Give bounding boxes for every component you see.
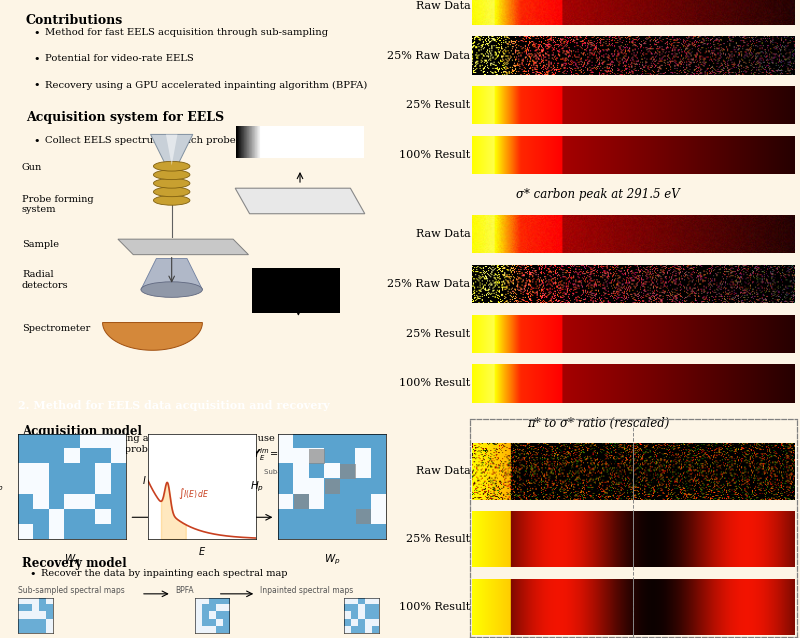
Text: $W_p$: $W_p$: [324, 553, 341, 567]
Polygon shape: [118, 239, 249, 255]
Text: •: •: [34, 80, 40, 91]
Polygon shape: [150, 135, 193, 177]
Text: Probe forming
system: Probe forming system: [22, 195, 94, 214]
Text: Method for fast EELS acquisition through sub-sampling: Method for fast EELS acquisition through…: [45, 27, 328, 37]
Bar: [294, 494, 310, 509]
Text: Rather than visiting all probe locations, we use a scan generator to
visit a sub: Rather than visiting all probe locations…: [41, 434, 374, 454]
Text: $\boldsymbol{Y}_E^{lm} = P_D X_E^{lm} + N_E$: $\boldsymbol{Y}_E^{lm} = P_D X_E^{lm} + …: [252, 446, 334, 463]
Polygon shape: [141, 258, 202, 290]
Ellipse shape: [154, 161, 190, 171]
Polygon shape: [235, 188, 365, 214]
Text: Sub-sampled spectral map: Sub-sampled spectral map: [264, 469, 357, 475]
Text: σ* carbon peak at 291.5 eV: σ* carbon peak at 291.5 eV: [516, 188, 680, 201]
Text: Recovery using a GPU accelerated inpainting algorithm (BPFA): Recovery using a GPU accelerated inpaint…: [45, 80, 367, 89]
Text: Sample: Sample: [22, 241, 59, 249]
Text: •: •: [34, 136, 40, 146]
Text: 2. Method for EELS data acquisition and recovery: 2. Method for EELS data acquisition and …: [18, 400, 330, 412]
Bar: [355, 509, 371, 524]
Text: Sampled spectrum: Sampled spectrum: [153, 469, 218, 475]
Text: Raw Data: Raw Data: [416, 466, 470, 477]
Text: $H_p$: $H_p$: [250, 479, 264, 494]
Text: Sub-sampled spectral maps: Sub-sampled spectral maps: [18, 586, 125, 595]
Text: Potential for video-rate EELS: Potential for video-rate EELS: [45, 54, 194, 63]
Ellipse shape: [141, 282, 202, 297]
Text: Collect EELS spectrum at each probe position over a scan grid: Collect EELS spectrum at each probe posi…: [45, 136, 364, 145]
Ellipse shape: [154, 195, 190, 205]
Text: 25% Result: 25% Result: [406, 534, 470, 544]
Text: 25% Raw Data: 25% Raw Data: [387, 50, 470, 61]
Text: •: •: [34, 27, 40, 38]
X-axis label: $E$: $E$: [198, 545, 206, 557]
Text: 100% Result: 100% Result: [399, 602, 470, 612]
Text: •: •: [30, 569, 36, 579]
Text: 25% Result: 25% Result: [406, 329, 470, 339]
Text: π* to σ* ratio (rescaled): π* to σ* ratio (rescaled): [527, 417, 669, 429]
Text: Acquisition system for EELS: Acquisition system for EELS: [26, 111, 224, 124]
Text: Recover the data by inpainting each spectral map: Recover the data by inpainting each spec…: [41, 569, 288, 578]
Y-axis label: $I$: $I$: [142, 475, 146, 486]
Text: 100% Result: 100% Result: [399, 378, 470, 389]
Ellipse shape: [154, 179, 190, 188]
Text: Gun: Gun: [22, 163, 42, 172]
Text: Sub-sampled EELS acquisition: Sub-sampled EELS acquisition: [18, 469, 123, 475]
Text: Acquisition model: Acquisition model: [22, 424, 142, 438]
Text: Spectrometer: Spectrometer: [22, 324, 90, 333]
Polygon shape: [102, 323, 202, 350]
Ellipse shape: [154, 187, 190, 197]
Text: Raw Data: Raw Data: [416, 229, 470, 239]
Bar: [325, 479, 340, 494]
Ellipse shape: [154, 170, 190, 180]
Text: •: •: [30, 434, 36, 444]
Text: •: •: [34, 54, 40, 64]
Text: BPFA: BPFA: [175, 586, 194, 595]
Bar: [310, 449, 325, 464]
Text: Inpainted spectral maps: Inpainted spectral maps: [260, 586, 354, 595]
Text: $H_p$: $H_p$: [0, 479, 4, 494]
Text: $\int I(E)\,dE$: $\int I(E)\,dE$: [178, 486, 210, 501]
Polygon shape: [166, 135, 178, 165]
Text: 25% Result: 25% Result: [406, 100, 470, 110]
Text: Recovery model: Recovery model: [22, 557, 126, 570]
Bar: [340, 464, 355, 479]
Text: $W_p$: $W_p$: [64, 553, 81, 567]
Text: Radial
detectors: Radial detectors: [22, 270, 69, 290]
Text: Raw Data: Raw Data: [416, 1, 470, 11]
Text: 25% Raw Data: 25% Raw Data: [387, 279, 470, 289]
Text: 100% Result: 100% Result: [399, 150, 470, 160]
Text: Contributions: Contributions: [26, 14, 123, 27]
